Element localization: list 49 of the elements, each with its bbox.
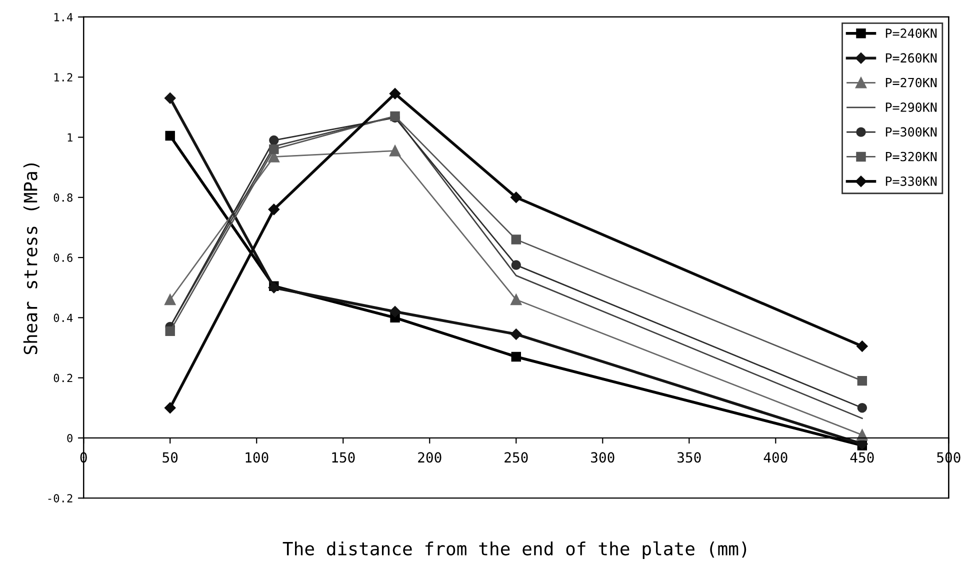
y-tick-label: 0.6 — [54, 254, 72, 262]
x-tick-label: 250 — [504, 452, 528, 463]
y-tick-label: 0 — [67, 434, 72, 442]
y-tick-label: 0.2 — [54, 374, 72, 382]
x-tick-label: 100 — [246, 452, 268, 463]
legend-label: P=300KN — [886, 127, 937, 137]
y-axis-title: Shear stress (MPa) — [23, 163, 40, 354]
point — [389, 88, 401, 100]
y-tick-label: 1.4 — [54, 13, 73, 22]
y-tick-label: 1 — [68, 133, 72, 142]
x-tick-label: 50 — [162, 452, 178, 463]
point — [857, 376, 868, 386]
x-tick-label: 300 — [591, 452, 614, 463]
x-tick-label: 150 — [332, 452, 355, 463]
point — [856, 429, 868, 440]
point — [856, 340, 868, 352]
point — [511, 352, 521, 362]
x-tick-label: 200 — [418, 452, 442, 463]
legend-label: P=240KN — [886, 28, 937, 38]
point — [164, 92, 176, 104]
legend-label: P=320KN — [886, 152, 937, 162]
point — [268, 282, 280, 294]
legend-label: P=330KN — [886, 176, 937, 186]
x-tick-label: 350 — [678, 452, 701, 463]
point — [389, 306, 401, 318]
point — [511, 234, 521, 244]
point — [510, 328, 522, 340]
point — [165, 326, 175, 336]
legend-label: P=290KN — [886, 102, 937, 112]
point — [511, 260, 521, 270]
point — [857, 403, 868, 413]
point — [389, 145, 401, 156]
y-tick-label: 0.8 — [54, 193, 72, 202]
y-tick-label: 1.2 — [54, 73, 72, 82]
point — [165, 130, 175, 141]
point — [510, 294, 522, 306]
point — [164, 402, 176, 414]
point — [510, 192, 522, 203]
x-axis-title: The distance from the end of the plate (mm) — [282, 541, 746, 559]
legend-label: P=270KN — [886, 78, 937, 88]
x-tick-label: 450 — [850, 452, 874, 463]
y-tick-label: 0.4 — [54, 314, 73, 322]
point — [268, 204, 280, 216]
x-tick-label: 400 — [764, 452, 788, 463]
point — [164, 294, 176, 306]
legend-label: P=260KN — [886, 53, 937, 63]
point — [269, 135, 279, 146]
point — [269, 144, 279, 154]
y-tick-label: -0.2 — [48, 494, 72, 502]
